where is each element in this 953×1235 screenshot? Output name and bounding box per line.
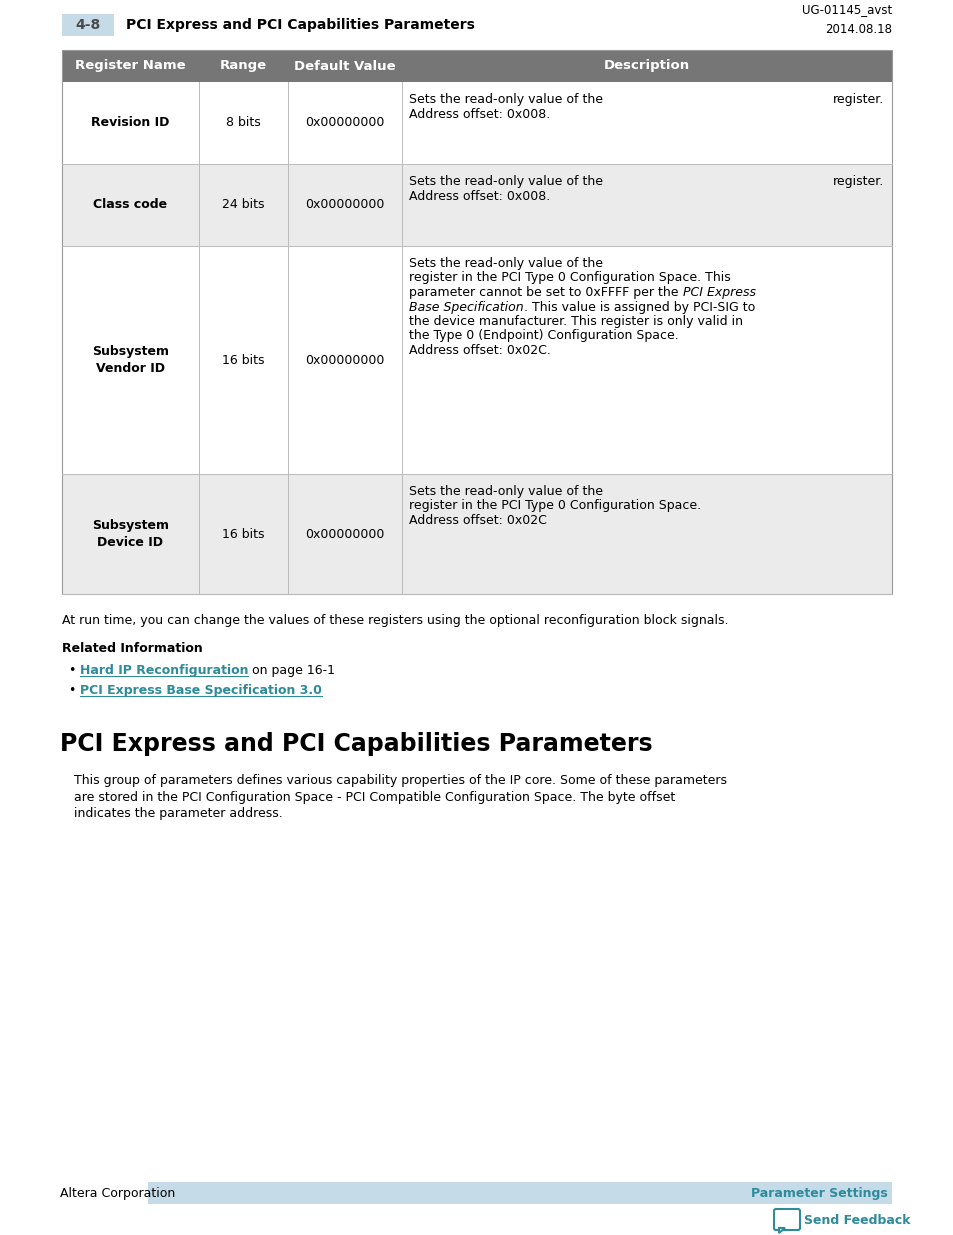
Text: Register Name: Register Name — [75, 59, 186, 73]
FancyBboxPatch shape — [62, 82, 891, 164]
Text: parameter cannot be set to 0xFFFF per the: parameter cannot be set to 0xFFFF per th… — [409, 287, 682, 299]
Text: register in the PCI Type 0 Configuration Space. This: register in the PCI Type 0 Configuration… — [409, 272, 730, 284]
Text: 0x00000000: 0x00000000 — [305, 116, 384, 130]
Text: Revision ID: Revision ID — [91, 116, 170, 130]
Text: Default Value: Default Value — [294, 59, 395, 73]
FancyBboxPatch shape — [62, 14, 113, 36]
FancyBboxPatch shape — [773, 1209, 800, 1230]
FancyBboxPatch shape — [62, 164, 891, 246]
Text: on page 16-1: on page 16-1 — [248, 664, 335, 677]
Text: 8 bits: 8 bits — [226, 116, 260, 130]
Text: Related Information: Related Information — [62, 642, 203, 655]
Text: Class code: Class code — [93, 199, 168, 211]
Text: 16 bits: 16 bits — [222, 527, 264, 541]
Text: 0x00000000: 0x00000000 — [305, 527, 384, 541]
Text: PCI Express Base Specification 3.0: PCI Express Base Specification 3.0 — [80, 684, 321, 697]
Text: 4-8: 4-8 — [75, 19, 100, 32]
Text: Address offset: 0x02C.: Address offset: 0x02C. — [409, 345, 551, 357]
FancyBboxPatch shape — [62, 49, 891, 82]
Text: PCI Express and PCI Capabilities Parameters: PCI Express and PCI Capabilities Paramet… — [126, 19, 475, 32]
Text: the device manufacturer. This register is only valid in: the device manufacturer. This register i… — [409, 315, 742, 329]
Text: Parameter Settings: Parameter Settings — [750, 1187, 887, 1199]
Text: indicates the parameter address.: indicates the parameter address. — [74, 806, 282, 820]
Text: register in the PCI Type 0 Configuration Space.: register in the PCI Type 0 Configuration… — [409, 499, 700, 513]
Text: Range: Range — [219, 59, 267, 73]
Text: Base Specification: Base Specification — [409, 300, 523, 314]
Text: are stored in the PCI Configuration Space - PCI Compatible Configuration Space. : are stored in the PCI Configuration Spac… — [74, 790, 675, 804]
Text: 24 bits: 24 bits — [222, 199, 264, 211]
FancyBboxPatch shape — [62, 246, 891, 474]
Text: Sets the read-only value of the: Sets the read-only value of the — [409, 93, 602, 106]
Text: 16 bits: 16 bits — [222, 353, 264, 367]
Text: This group of parameters defines various capability properties of the IP core. S: This group of parameters defines various… — [74, 774, 726, 787]
Text: PCI Express: PCI Express — [682, 287, 755, 299]
Text: . This value is assigned by PCI-SIG to: . This value is assigned by PCI-SIG to — [523, 300, 755, 314]
FancyBboxPatch shape — [148, 1182, 891, 1204]
Text: At run time, you can change the values of these registers using the optional rec: At run time, you can change the values o… — [62, 614, 728, 627]
Text: Sets the read-only value of the: Sets the read-only value of the — [409, 485, 602, 498]
Text: PCI Express and PCI Capabilities Parameters: PCI Express and PCI Capabilities Paramet… — [60, 732, 652, 756]
Text: Sets the read-only value of the: Sets the read-only value of the — [409, 257, 602, 270]
Text: 0x00000000: 0x00000000 — [305, 353, 384, 367]
Text: Address offset: 0x008.: Address offset: 0x008. — [409, 107, 550, 121]
Text: •: • — [68, 684, 75, 697]
Polygon shape — [779, 1228, 784, 1233]
Text: register.: register. — [832, 93, 883, 106]
Text: Address offset: 0x02C: Address offset: 0x02C — [409, 514, 547, 527]
Text: Sets the read-only value of the: Sets the read-only value of the — [409, 175, 602, 188]
Text: Hard IP Reconfiguration: Hard IP Reconfiguration — [80, 664, 248, 677]
Text: the Type 0 (Endpoint) Configuration Space.: the Type 0 (Endpoint) Configuration Spac… — [409, 330, 679, 342]
Text: register.: register. — [832, 175, 883, 188]
Text: Subsystem
Vendor ID: Subsystem Vendor ID — [91, 345, 169, 375]
Bar — [62, 49, 891, 594]
Text: Send Feedback: Send Feedback — [803, 1214, 909, 1228]
Text: 0x00000000: 0x00000000 — [305, 199, 384, 211]
FancyBboxPatch shape — [62, 474, 891, 594]
Text: Address offset: 0x008.: Address offset: 0x008. — [409, 189, 550, 203]
Text: UG-01145_avst: UG-01145_avst — [801, 2, 891, 16]
Text: 2014.08.18: 2014.08.18 — [824, 23, 891, 36]
Text: Description: Description — [603, 59, 689, 73]
Text: •: • — [68, 664, 75, 677]
Text: Altera Corporation: Altera Corporation — [60, 1187, 175, 1199]
Text: Subsystem
Device ID: Subsystem Device ID — [91, 519, 169, 550]
